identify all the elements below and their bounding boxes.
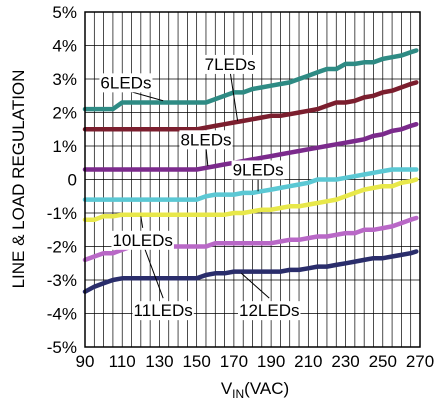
plot-frame	[84, 11, 421, 348]
series-label-11leds: 11LEDs	[134, 301, 193, 320]
x-tick-label: 250	[369, 352, 397, 371]
annotation-leader	[205, 147, 209, 167]
series-line-6leds	[82, 48, 419, 112]
x-tick-label: 150	[182, 352, 210, 371]
y-tick-label: 0	[68, 171, 77, 190]
y-tick-label: -4%	[47, 305, 77, 324]
series-line-9leds	[82, 167, 419, 202]
annotation-label-bg	[132, 301, 194, 321]
x-tick-labels: 90 110 130 150 170 190 210 230 250 270	[76, 352, 435, 371]
y-tick-label: 4%	[52, 37, 77, 56]
x-axis-title-subscript: IN	[232, 387, 244, 401]
x-tick-label: 230	[331, 352, 359, 371]
annotation-label-bg	[179, 130, 233, 150]
annotation-label-bg	[99, 73, 153, 93]
annotation-label-bg	[231, 160, 285, 180]
series-label-6leds: 6LEDs	[100, 73, 151, 92]
series-label-8leds: 8LEDs	[180, 130, 231, 149]
series-label-10leds: 10LEDs	[112, 231, 172, 250]
series-label-12leds: 12LEDs	[239, 301, 299, 320]
y-tick-label: -5%	[47, 338, 77, 357]
series-line-8leds	[82, 121, 419, 172]
x-tick-label: 210	[294, 352, 322, 371]
annotation-label-bg	[203, 54, 257, 74]
annotation-leader	[144, 248, 164, 299]
series-label-9leds: 9LEDs	[233, 160, 284, 179]
series-line-12leds	[82, 249, 419, 294]
y-tick-label: 1%	[52, 137, 77, 156]
x-tick-label: 90	[76, 352, 95, 371]
x-tick-label: 110	[109, 352, 136, 371]
series-label-7leds: 7LEDs	[205, 55, 256, 74]
annotation-leader	[140, 216, 144, 228]
annotation-leader	[229, 71, 239, 121]
y-tick-label: 2%	[52, 104, 77, 123]
x-axis-title: VIN(VAC)	[221, 379, 289, 401]
x-axis-title-unit: (VAC)	[244, 379, 289, 398]
y-tick-label: 5%	[52, 3, 77, 22]
y-tick-label: -1%	[47, 204, 77, 223]
y-axis-title: LINE & LOAD REGULATION	[9, 70, 28, 289]
x-tick-label: 130	[145, 352, 173, 371]
y-tick-labels: 5% 4% 3% 2% 1% 0 -1% -2% -3% -4% -5%	[47, 3, 77, 357]
x-tick-label: 270	[406, 352, 434, 371]
x-tick-label: 170	[220, 352, 248, 371]
x-axis-title-main: V	[221, 379, 233, 398]
x-tick-label: 190	[257, 352, 285, 371]
y-tick-label: 3%	[52, 70, 77, 89]
series-line-7leds	[82, 80, 419, 132]
annotation-label-bg	[111, 230, 174, 250]
series-line-10leds	[82, 177, 419, 222]
annotation-label-bg	[238, 301, 301, 321]
y-tick-label: -3%	[47, 271, 77, 290]
annotation-leader	[241, 272, 270, 299]
y-tick-label: -2%	[47, 238, 77, 257]
